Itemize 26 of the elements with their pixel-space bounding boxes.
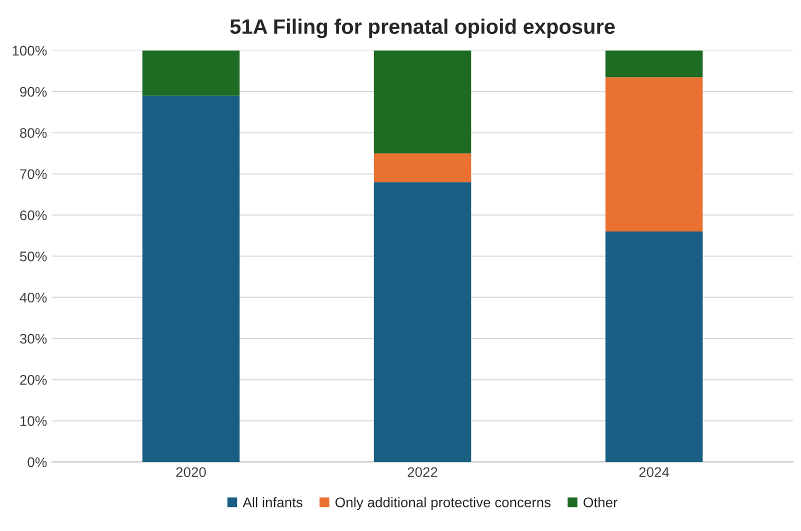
y-tick-label: 0% (28, 457, 47, 468)
bar (142, 96, 240, 462)
y-tick-label: 80% (20, 128, 47, 138)
y-tick-label: 20% (20, 375, 47, 385)
x-tick-label: 2020 (176, 467, 206, 478)
y-tick-label: 90% (20, 86, 47, 97)
bar (374, 50, 472, 154)
y-tick-label: 50% (20, 252, 47, 262)
y-tick-label: 30% (20, 334, 47, 344)
y-tick-label: 10% (20, 416, 47, 426)
x-tick-label: 2024 (639, 467, 670, 478)
legend-label: Only additional protective concerns (335, 497, 550, 510)
y-tick-label: 60% (20, 210, 47, 220)
legend-label: All infants (242, 497, 302, 508)
bar (374, 153, 472, 182)
x-tick-label: 2022 (408, 467, 438, 478)
y-tick-label: 70% (20, 169, 47, 180)
bar (374, 182, 472, 462)
bar (605, 232, 703, 462)
bar (605, 77, 703, 232)
bar (605, 50, 703, 78)
bar (142, 50, 240, 96)
chart-title: 51A Filing for prenatal opioid exposure (230, 18, 615, 38)
y-tick-label: 40% (20, 292, 47, 303)
y-tick-label: 100% (12, 46, 47, 56)
legend-label: Other (584, 497, 618, 508)
